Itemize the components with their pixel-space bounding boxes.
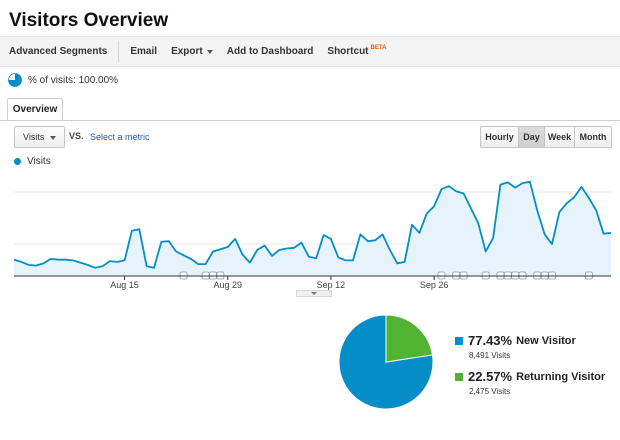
chevron-down-icon: [206, 49, 213, 54]
hourly-button[interactable]: Hourly: [481, 127, 519, 147]
visits-line: [13, 180, 612, 269]
select-metric-link[interactable]: Select a metric: [90, 132, 150, 142]
month-button[interactable]: Month: [575, 127, 611, 147]
shortcut-label: Shortcut: [327, 46, 369, 57]
returning-visitor-count: 2,475 Visits: [469, 387, 511, 396]
new-visitor-count: 8,491 Visits: [469, 351, 511, 360]
pie-legend-new: 77.43% New Visitor 8,491 Visits: [455, 333, 576, 360]
segment-label: % of visits: 100.00%: [28, 74, 119, 86]
segment-summary: % of visits: 100.00%: [8, 73, 118, 87]
legend-visits-label: Visits: [27, 156, 51, 167]
granularity-toggle: Hourly Day Week Month: [480, 126, 612, 148]
report-toolbar: Advanced Segments Email Export Add to Da…: [0, 36, 620, 67]
returning-visitor-label: Returning Visitor: [516, 370, 606, 383]
new-visitor-swatch: [455, 336, 463, 345]
x-tick-label: Sep 12: [317, 280, 346, 290]
chart-x-axis: Aug 15 Aug 29 Sep 12 Sep 26: [14, 275, 611, 290]
export-button[interactable]: Export: [164, 46, 220, 57]
shortcut-button[interactable]: Shortcut BETA: [320, 44, 393, 58]
segment-pie-icon: [8, 73, 22, 87]
week-button[interactable]: Week: [545, 127, 575, 147]
pie-legend-returning: 22.57% Returning Visitor 2,475 Visits: [455, 369, 605, 396]
x-tick-label: Aug 15: [110, 280, 139, 290]
metric-dropdown-label: Visits: [23, 132, 45, 142]
tab-overview[interactable]: Overview: [7, 98, 63, 121]
visits-chart: Aug 15 Aug 29 Sep 12 Sep 26: [13, 180, 612, 290]
email-button[interactable]: Email: [130, 46, 158, 57]
x-tick-label: Sep 26: [420, 280, 449, 290]
vs-label: VS.: [69, 131, 84, 141]
day-button[interactable]: Day: [519, 127, 545, 147]
new-visitor-percent: 77.43%: [468, 333, 513, 348]
chevron-down-icon: [50, 136, 56, 140]
toolbar-divider: [118, 41, 120, 62]
page-title: Visitors Overview: [9, 10, 169, 31]
visitor-type-pie: [338, 314, 434, 410]
new-visitor-label: New Visitor: [516, 334, 576, 347]
legend-dot-icon: [14, 158, 21, 165]
visits-area: [14, 181, 611, 276]
add-to-dashboard-button[interactable]: Add to Dashboard: [226, 46, 314, 57]
advanced-segments-button[interactable]: Advanced Segments: [9, 46, 108, 57]
tab-divider: [0, 120, 620, 121]
chart-legend: Visits: [14, 156, 51, 167]
export-label: Export: [171, 46, 203, 57]
returning-visitor-swatch: [455, 372, 463, 381]
metric-dropdown[interactable]: Visits: [14, 126, 65, 148]
chevron-down-icon: [311, 292, 317, 295]
returning-visitor-percent: 22.57%: [468, 369, 513, 384]
chart-resize-handle[interactable]: [296, 290, 332, 297]
pie-slice-returning-visitor[interactable]: [385, 314, 434, 363]
beta-badge: BETA: [370, 44, 387, 51]
x-tick-label: Aug 29: [213, 280, 242, 290]
